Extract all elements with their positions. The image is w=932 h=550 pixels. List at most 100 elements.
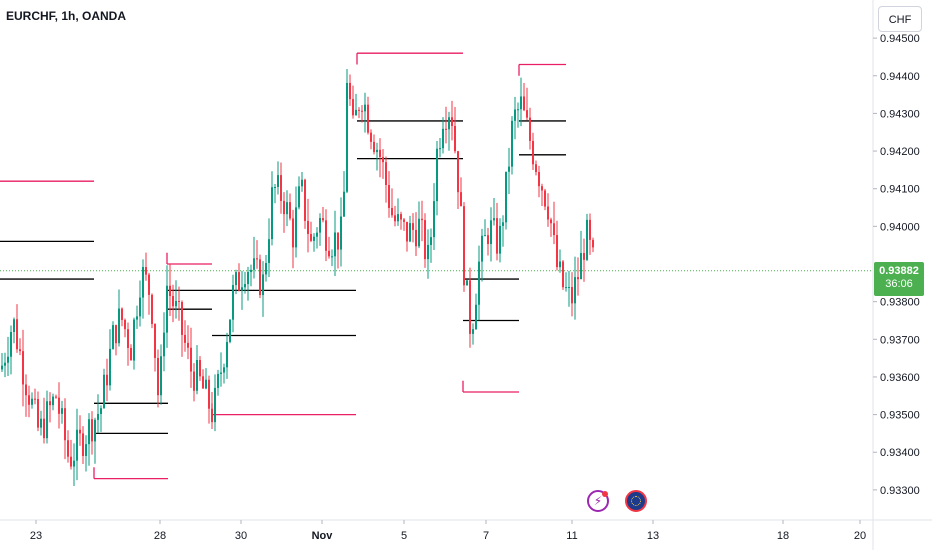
candle-up [217, 373, 219, 388]
candle-down [259, 259, 261, 296]
candle-down [457, 151, 459, 193]
candle-down [37, 398, 39, 428]
candle-down [49, 401, 51, 406]
candle-down [556, 235, 558, 268]
candle-down [589, 219, 591, 240]
candle-down [529, 117, 531, 141]
candle-down [169, 285, 171, 296]
candle-up [226, 341, 228, 368]
candle-down [454, 126, 456, 152]
y-tick-label: 0.94200 [880, 146, 920, 158]
candle-down [82, 433, 84, 456]
candle-up [223, 367, 225, 373]
x-tick-label: 7 [483, 530, 489, 542]
candle-down [202, 376, 204, 389]
eu-flag-icon[interactable] [625, 490, 647, 512]
candle-up [376, 149, 378, 153]
y-axis-ticks: 0.94500 0.94400 0.94300 0.94200 0.94100 0.940… [873, 33, 920, 497]
candle-up [499, 225, 501, 254]
candle-up [142, 267, 144, 298]
candle-down [115, 325, 117, 344]
candle-up [559, 261, 561, 268]
candle-up [481, 235, 483, 262]
candle-up [232, 285, 234, 320]
candle-up [316, 232, 318, 237]
candle-up [103, 374, 105, 409]
candle-up [409, 223, 411, 242]
candle-down [391, 207, 393, 216]
candle-up [508, 166, 510, 172]
y-tick-label: 0.94100 [880, 184, 920, 196]
candle-up [343, 191, 345, 217]
candle-up [271, 187, 273, 240]
y-tick-label: 0.94500 [880, 33, 920, 45]
candle-down [148, 274, 150, 295]
candle-down [337, 232, 339, 250]
candle-up [13, 319, 15, 332]
candle-up [73, 460, 75, 467]
candle-up [427, 244, 429, 260]
candle-down [361, 110, 363, 112]
candle-down [106, 374, 108, 386]
eu-stars-ring [631, 496, 641, 506]
candle-down [22, 351, 24, 385]
candle-up [166, 285, 168, 333]
candle-down [34, 398, 36, 400]
lightning-icon[interactable]: ⚡ [587, 490, 609, 512]
candle-up [250, 269, 252, 273]
candle-down [64, 408, 66, 441]
x-tick-label: 5 [401, 530, 407, 542]
symbol-title[interactable]: EURCHF, 1h, OANDA [6, 9, 127, 23]
candle-up [109, 348, 111, 386]
candle-up [520, 96, 522, 110]
candle-up [580, 253, 582, 280]
candle-down [238, 272, 240, 291]
candle-up [511, 120, 513, 167]
candles [1, 69, 594, 486]
x-axis-ticks: 23 28 30 Nov 5 7 11 13 18 20 [30, 520, 866, 542]
candle-up [346, 82, 348, 192]
candle-down [184, 334, 186, 343]
candle-down [400, 214, 402, 220]
candle-down [412, 223, 414, 230]
candle-down [523, 96, 525, 111]
candle-up [364, 104, 366, 112]
candle-up [574, 277, 576, 304]
candle-up [502, 222, 504, 226]
x-tick-label: 23 [30, 530, 42, 542]
candle-up [160, 356, 162, 396]
y-tick-label: 0.94300 [880, 108, 920, 120]
candle-down [373, 141, 375, 153]
candle-down [58, 397, 60, 414]
candle-up [10, 331, 12, 357]
candle-up [1, 365, 3, 370]
candle-up [133, 319, 135, 361]
candle-up [136, 316, 138, 320]
candle-down [91, 419, 93, 442]
candle-up [565, 287, 567, 289]
candle-up [94, 419, 96, 442]
candle-up [175, 300, 177, 307]
candle-up [220, 372, 222, 374]
candle-up [301, 179, 303, 187]
candle-down [424, 220, 426, 260]
candle-up [52, 396, 54, 406]
candle-down [367, 104, 369, 133]
x-tick-label: 30 [235, 530, 247, 542]
currency-button[interactable]: CHF [878, 6, 922, 32]
candle-down [280, 175, 282, 201]
candle-up [247, 272, 249, 285]
candle-down [532, 140, 534, 165]
candle-down [487, 235, 489, 245]
candle-down [370, 132, 372, 142]
candle-down [469, 280, 471, 334]
candle-down [544, 190, 546, 207]
candle-up [4, 362, 6, 366]
x-tick-label: Nov [312, 530, 334, 542]
candle-up [319, 218, 321, 233]
candle-down [547, 206, 549, 220]
candle-up [586, 219, 588, 260]
candle-up [466, 280, 468, 286]
candle-down [19, 349, 21, 352]
